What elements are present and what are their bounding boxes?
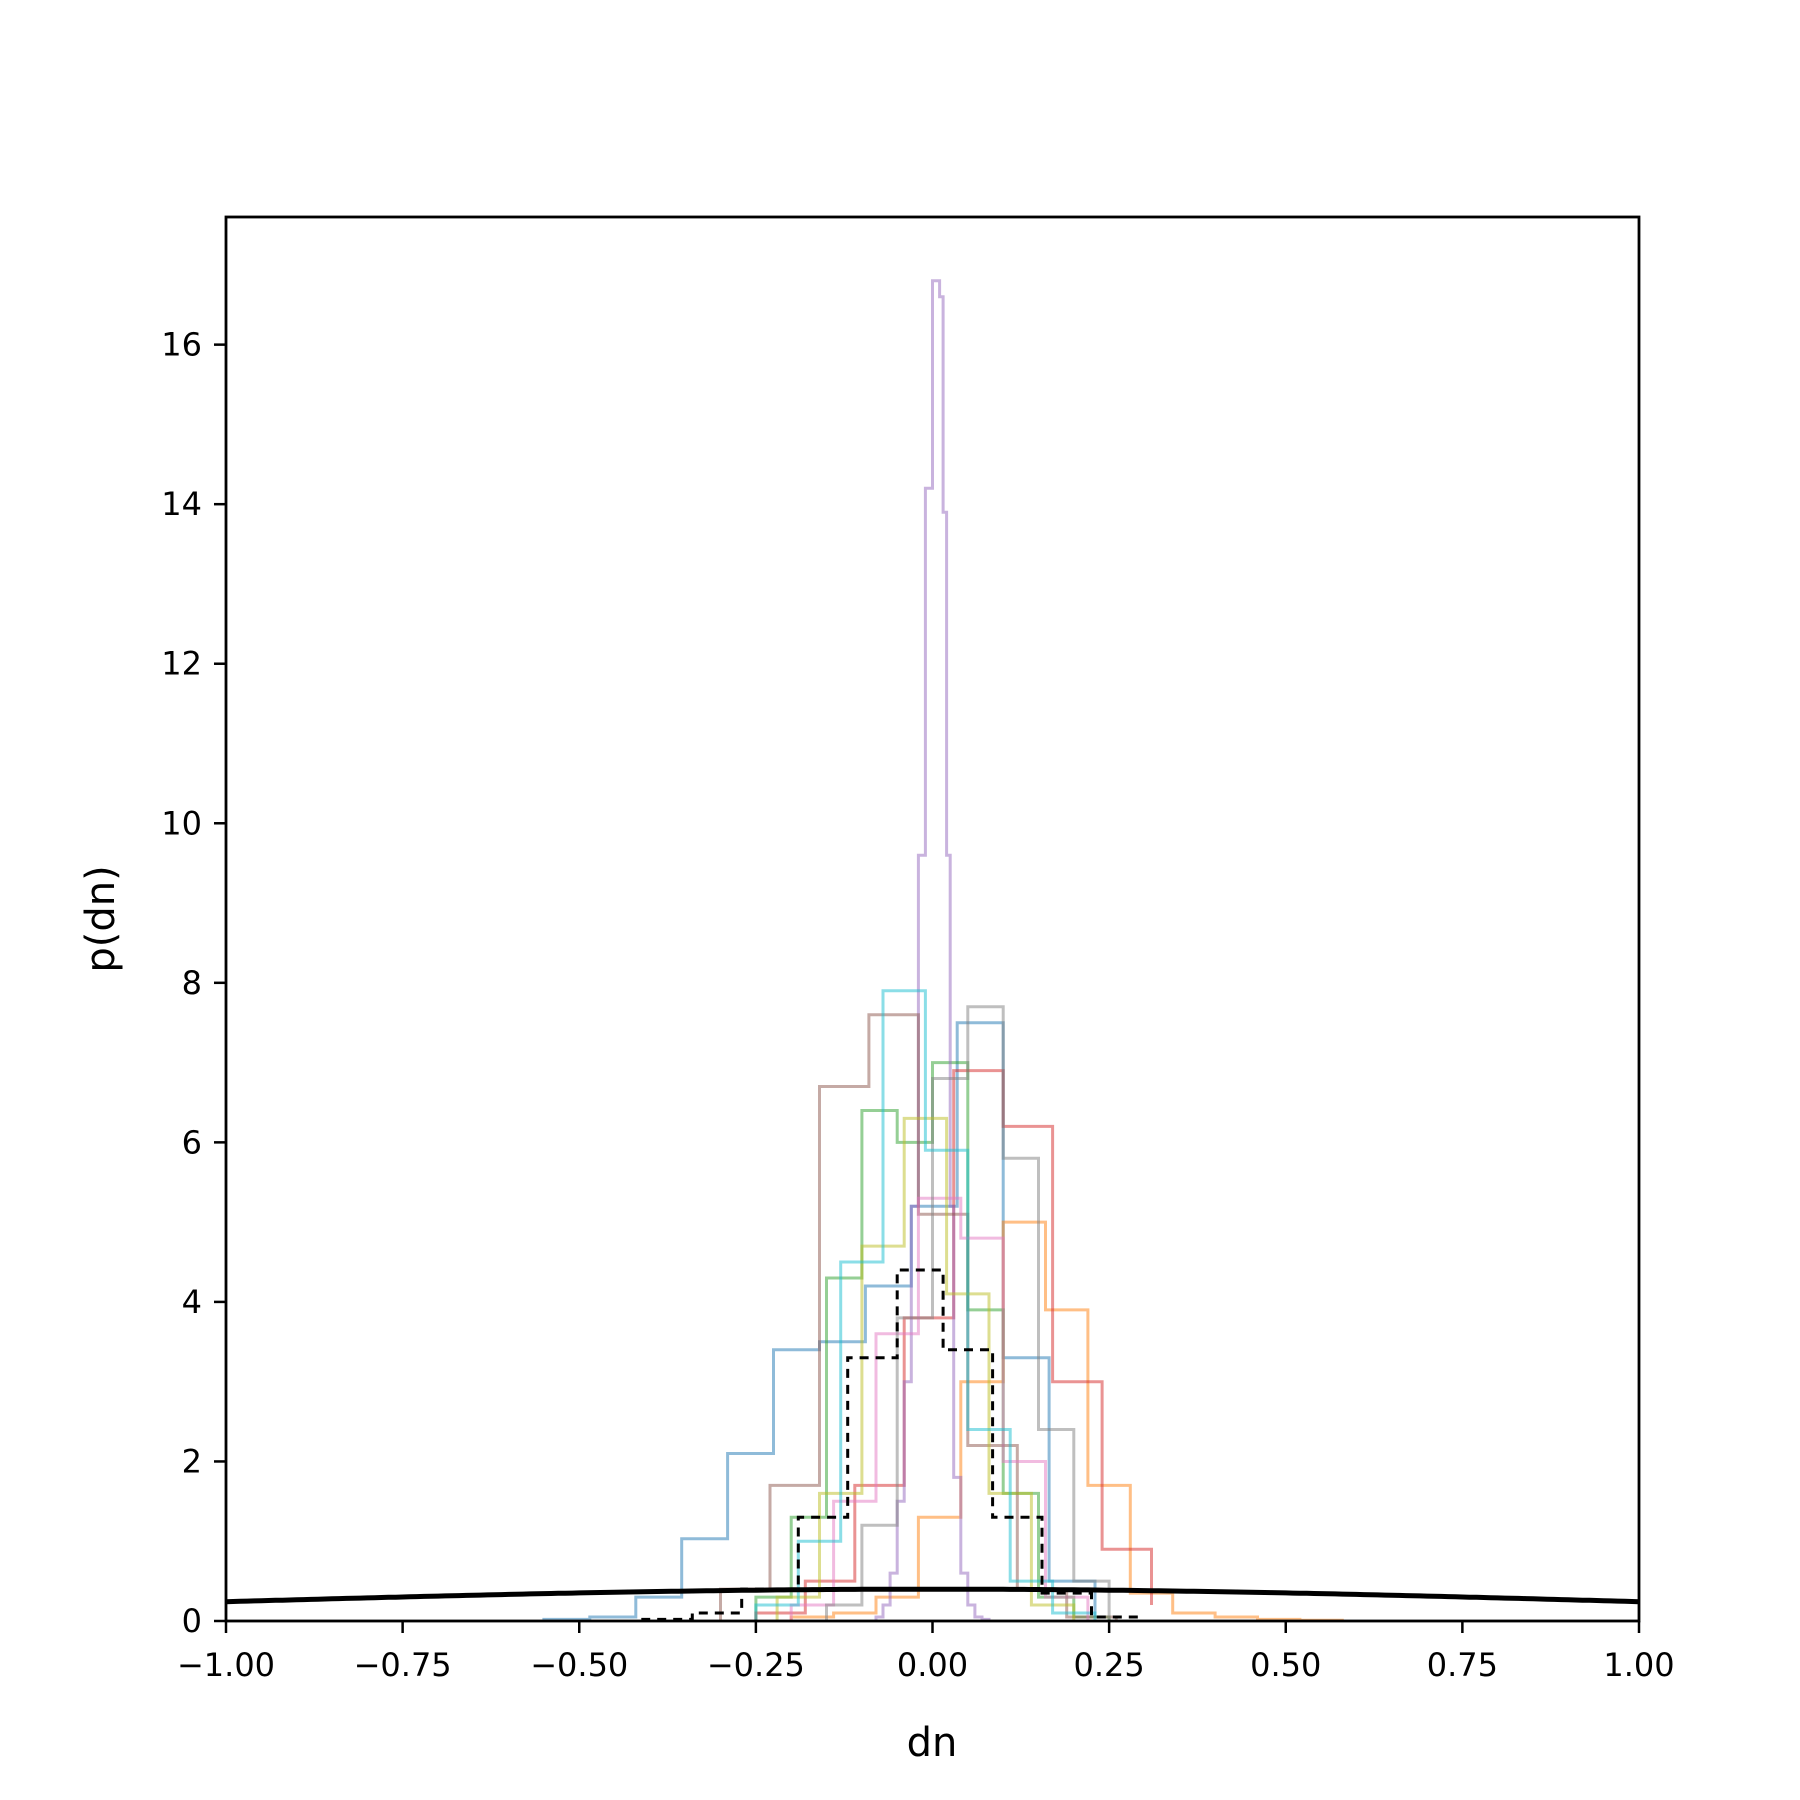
- histogram-combined-dashed: [641, 1268, 1143, 1621]
- y-tick-label: 10: [161, 804, 202, 842]
- y-tick-label: 4: [182, 1283, 202, 1321]
- x-tick-label: −0.25: [707, 1646, 805, 1684]
- x-tick-label: 0.25: [1074, 1646, 1145, 1684]
- y-tick-label: 14: [161, 485, 202, 523]
- x-tick-label: 0.75: [1427, 1646, 1498, 1684]
- y-tick-label: 8: [182, 964, 202, 1002]
- x-tick-label: −0.75: [354, 1646, 452, 1684]
- histogram-series-9: [775, 1116, 1076, 1621]
- histogram-series-6: [719, 1013, 1118, 1621]
- y-tick-label: 16: [161, 326, 202, 364]
- y-tick-label: 12: [161, 645, 202, 683]
- prior-curve-layer: [225, 1586, 1640, 1605]
- x-tick-label: −1.00: [177, 1646, 275, 1684]
- x-tick-label: 1.00: [1603, 1646, 1674, 1684]
- y-tick-label: 2: [182, 1442, 202, 1480]
- x-tick-label: −0.50: [530, 1646, 628, 1684]
- x-tick-label: 0.00: [897, 1646, 968, 1684]
- x-axis: −1.00 −0.75 −0.50 −0.25 0.00 0.25 0.50 0.75 1.00: [177, 1621, 1675, 1684]
- histogram-series-2: [789, 1220, 1344, 1622]
- x-axis-title: dn: [907, 1720, 958, 1766]
- histogram-series-4: [754, 1069, 1153, 1621]
- histogram-series-8: [825, 1005, 1111, 1621]
- histogram-series-layer: [542, 279, 1344, 1622]
- x-tick-label: 0.50: [1250, 1646, 1321, 1684]
- y-tick-label: 6: [182, 1123, 202, 1161]
- y-axis-title: p(dn): [78, 865, 124, 972]
- histogram-series-7: [789, 1196, 1090, 1621]
- prior-curve: [225, 1586, 1640, 1605]
- y-tick-label: 0: [182, 1602, 202, 1640]
- histogram-series-5: [874, 279, 991, 1621]
- y-axis: 0 2 4 6 8 10 12 14 16: [161, 326, 226, 1640]
